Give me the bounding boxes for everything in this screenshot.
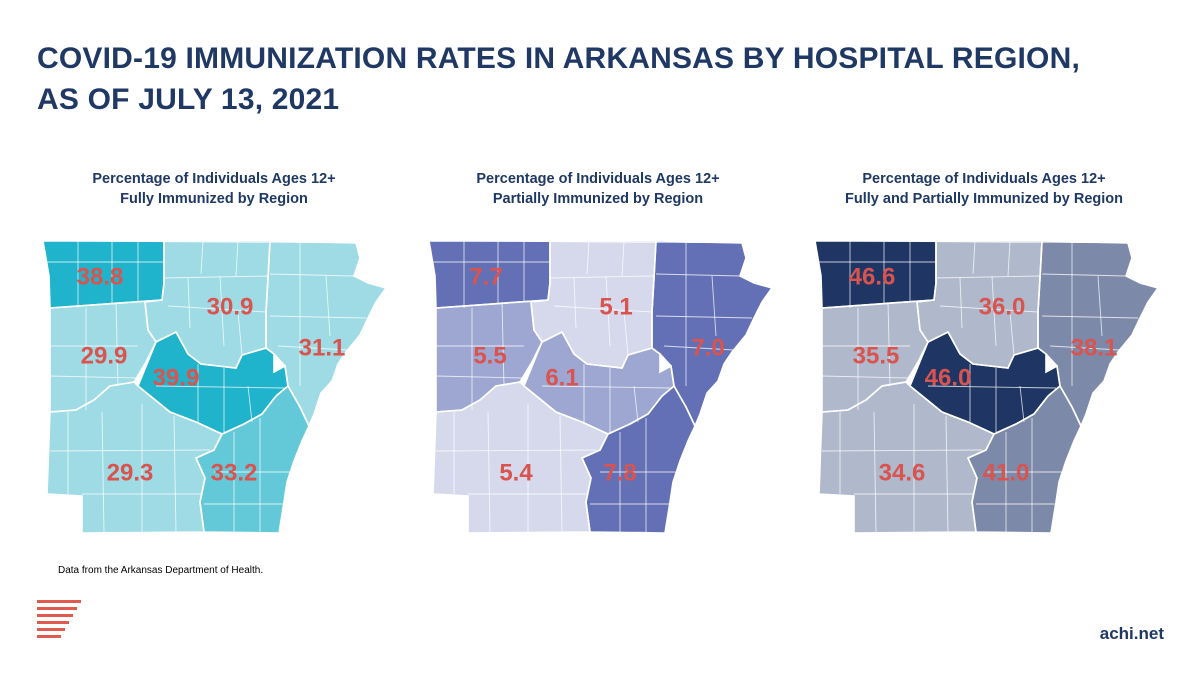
rate-label-west: 35.5 <box>853 342 900 369</box>
map-fully-immunized: 38.8 30.9 31.1 29.9 39.9 29.3 33.2 <box>38 236 388 536</box>
rate-label-southeast: 33.2 <box>211 459 258 486</box>
arkansas-map: 38.8 30.9 31.1 29.9 39.9 29.3 33.2 <box>42 240 388 534</box>
panel-title-combined-line-2: Fully and Partially Immunized by Region <box>845 191 1123 207</box>
rate-label-north-central: 30.9 <box>207 293 254 320</box>
county-boundaries <box>815 241 1139 533</box>
rate-label-central: 46.0 <box>925 364 972 391</box>
rate-label-northeast: 38.1 <box>1071 334 1118 361</box>
rate-label-west: 5.5 <box>473 342 506 369</box>
panel-title-combined-line-1: Percentage of Individuals Ages 12+ <box>862 171 1106 187</box>
rate-label-west: 29.9 <box>81 342 128 369</box>
rate-label-north-central: 5.1 <box>599 293 632 320</box>
region-north-central <box>917 241 1042 368</box>
rate-label-southwest: 5.4 <box>499 459 533 486</box>
rate-label-northwest: 38.8 <box>77 263 124 290</box>
panel-title-fully-line-2: Fully Immunized by Region <box>120 191 308 207</box>
arkansas-map: 46.6 36.0 38.1 35.5 46.0 34.6 41.0 <box>814 240 1160 534</box>
rate-label-northeast: 31.1 <box>299 334 346 361</box>
panel-title-partially-line-1: Percentage of Individuals Ages 12+ <box>476 171 720 187</box>
region-west <box>50 300 162 412</box>
panel-title-partially-line-2: Partially Immunized by Region <box>492 191 704 207</box>
title-line-2: AS OF JULY 13, 2021 <box>37 83 340 116</box>
panel-title-fully-line-1: Percentage of Individuals Ages 12+ <box>92 171 336 187</box>
panel-title-combined: Percentage of Individuals Ages 12+ Fully… <box>804 169 1164 209</box>
rate-label-southeast: 7.8 <box>603 459 636 486</box>
title-line-1: COVID-19 IMMUNIZATION RATES IN ARKANSAS … <box>37 42 1080 75</box>
data-source-note: Data from the Arkansas Department of Hea… <box>58 565 264 576</box>
rate-label-southwest: 34.6 <box>879 459 926 486</box>
county-boundaries <box>43 241 367 533</box>
county-boundaries <box>429 241 753 533</box>
region-northeast <box>266 241 386 426</box>
region-west <box>822 300 934 412</box>
site-url[interactable]: achi.net <box>1099 624 1164 643</box>
rate-label-central: 6.1 <box>545 364 578 391</box>
rate-label-north-central: 36.0 <box>979 293 1026 320</box>
region-northeast <box>1038 241 1158 426</box>
region-north-central <box>145 241 270 368</box>
state-outline <box>428 240 773 534</box>
region-southwest <box>47 382 222 533</box>
map-partially-immunized: 7.7 5.1 7.0 5.5 6.1 5.4 7.8 <box>424 236 774 536</box>
region-northwest <box>43 241 164 308</box>
map-combined-immunized: 46.6 36.0 38.1 35.5 46.0 34.6 41.0 <box>810 236 1160 536</box>
rate-label-southeast: 41.0 <box>983 459 1030 486</box>
rate-label-central: 39.9 <box>153 364 200 391</box>
state-outline <box>42 240 387 534</box>
region-southwest <box>433 382 608 533</box>
region-southeast <box>582 386 695 533</box>
achi-logo <box>37 600 83 644</box>
region-west <box>436 300 548 412</box>
region-southwest <box>819 382 994 533</box>
region-southeast <box>196 386 309 533</box>
rate-label-northwest: 7.7 <box>469 263 502 290</box>
rate-label-southwest: 29.3 <box>107 459 154 486</box>
panel-title-fully: Percentage of Individuals Ages 12+ Fully… <box>34 169 394 209</box>
page-title: COVID-19 IMMUNIZATION RATES IN ARKANSAS … <box>37 38 1177 120</box>
panel-title-partially: Percentage of Individuals Ages 12+ Parti… <box>418 169 778 209</box>
rate-label-northeast: 7.0 <box>691 334 724 361</box>
region-northeast <box>652 241 772 426</box>
region-north-central <box>531 241 656 368</box>
state-outline <box>814 240 1159 534</box>
region-southeast <box>968 386 1081 533</box>
rate-label-northwest: 46.6 <box>849 263 896 290</box>
region-northwest <box>429 241 550 308</box>
region-northwest <box>815 241 936 308</box>
arkansas-map: 7.7 5.1 7.0 5.5 6.1 5.4 7.8 <box>428 240 774 534</box>
